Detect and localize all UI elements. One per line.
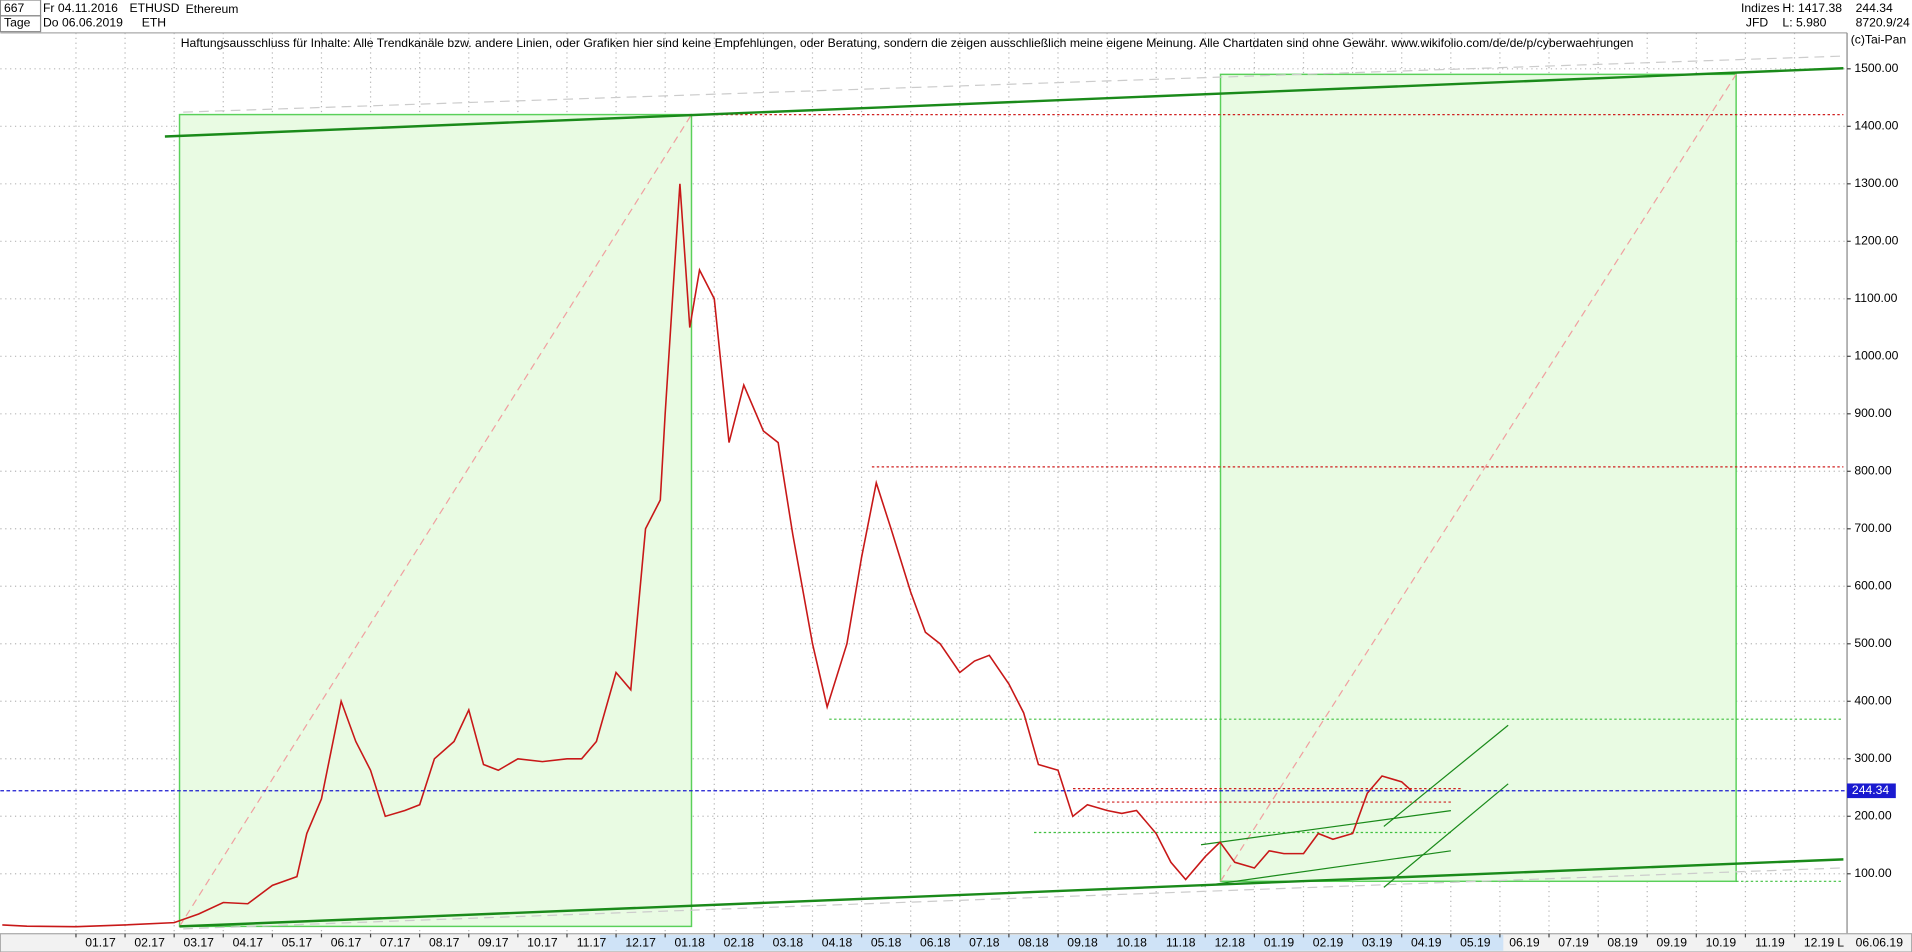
header-box[interactable] — [0, 15, 42, 33]
x-tick-label: 07.19 — [1558, 936, 1589, 950]
x-tick-label: 07.17 — [380, 936, 411, 950]
x-tick-label: 06.17 — [331, 936, 362, 950]
x-tick-label: 12.18 — [1215, 936, 1246, 950]
x-tick-label: 11.17 — [577, 936, 607, 950]
channel-line — [1200, 809, 1451, 846]
price-line — [2, 183, 1413, 928]
x-tick-label: 09.18 — [1067, 936, 1098, 950]
x-tick-label: 09.19 — [1657, 936, 1688, 950]
x-tick-label: 03.19 — [1362, 936, 1393, 950]
header-symbol: ETHUSD — [130, 1, 180, 15]
plot — [0, 183, 1848, 928]
trendline — [164, 67, 1844, 138]
x-tick-label: 04.17 — [233, 936, 264, 950]
last-price-box — [1847, 783, 1896, 799]
x-tick-label: 02.17 — [134, 936, 165, 950]
range-selection[interactable] — [600, 934, 1504, 951]
x-tick-label: 08.17 — [429, 936, 460, 950]
x-tick-label: 01.19 — [1264, 936, 1295, 950]
last-price-label: 244.34 — [1852, 783, 1889, 797]
header-last: 244.34 — [1856, 1, 1893, 15]
x-tick-label: 04.19 — [1411, 936, 1442, 950]
y-tick-label: 200.00 — [1854, 809, 1891, 823]
x-tick-label: 01.18 — [674, 936, 705, 950]
y-tick-label: 1000.00 — [1854, 349, 1898, 363]
header-group: Indizes — [1741, 1, 1780, 15]
header-end: Do 06.06.2019 — [43, 15, 123, 29]
x-tick-label: 12.17 — [625, 936, 656, 950]
x-tick-label: 04.18 — [822, 936, 853, 950]
x-tick-label: 05.17 — [282, 936, 313, 950]
x-tick-label: 03.17 — [183, 936, 214, 950]
x-tick-label: 09.17 — [478, 936, 509, 950]
chart-title: Ethereum — [186, 2, 239, 16]
x-tick-label: 06.18 — [920, 936, 951, 950]
x-tick-label: 10.18 — [1116, 936, 1147, 950]
x-tick-label: 08.19 — [1607, 936, 1638, 950]
x-tick-label: 10.17 — [527, 936, 558, 950]
y-tick-label: 300.00 — [1854, 751, 1891, 765]
copyright: (c)Tai-Pan — [1851, 32, 1906, 46]
y-tick-label: 500.00 — [1854, 636, 1891, 650]
channel-line — [1200, 850, 1451, 887]
trendline — [179, 858, 1844, 928]
header-short: ETH — [142, 15, 166, 29]
x-tick-label: 02.19 — [1313, 936, 1344, 950]
y-tick-label: 700.00 — [1854, 521, 1891, 535]
x-tick-label: 12.19 — [1804, 936, 1835, 950]
y-tick-label: 900.00 — [1854, 406, 1891, 420]
x-tick-label: 01.17 — [85, 936, 116, 950]
axis-date: 06.06.19 — [1856, 936, 1904, 950]
x-tick-label: 06.19 — [1509, 936, 1540, 950]
x-tick-label: 02.18 — [724, 936, 755, 950]
header-extra: 8720.9/24 — [1856, 15, 1910, 29]
scale-mode[interactable]: L — [1837, 936, 1844, 950]
header-low: L: 5.980 — [1782, 15, 1826, 29]
annotation-diagonal — [1219, 74, 1737, 882]
x-tick-label: 07.18 — [969, 936, 1000, 950]
x-tick-label: 10.19 — [1706, 936, 1737, 950]
y-tick-label: 1200.00 — [1854, 234, 1898, 248]
y-tick-label: 100.00 — [1854, 866, 1891, 880]
disclaimer: Haftungsausschluss für Inhalte: Alle Tre… — [181, 36, 1634, 50]
x-tick-label: 08.18 — [1018, 936, 1049, 950]
x-tick-label: 11.19 — [1755, 936, 1785, 950]
y-tick-label: 800.00 — [1854, 464, 1891, 478]
y-tick-label: 1100.00 — [1854, 291, 1897, 305]
x-tick-label: 11.18 — [1166, 936, 1196, 950]
header-broker: JFD — [1746, 15, 1769, 29]
header-count: 667 — [4, 1, 25, 15]
x-tick-label: 03.18 — [773, 936, 804, 950]
y-tick-label: 1500.00 — [1854, 61, 1898, 75]
header-start: Fr 04.11.2016 — [43, 1, 118, 15]
y-tick-label: 600.00 — [1854, 579, 1891, 593]
x-tick-label: 05.18 — [871, 936, 902, 950]
y-tick-label: 400.00 — [1854, 694, 1891, 708]
y-tick-label: 1300.00 — [1854, 176, 1898, 190]
header-period: Tage — [4, 15, 31, 29]
header-high: H: 1417.38 — [1782, 1, 1842, 15]
channel-line — [1383, 724, 1509, 827]
x-tick-label: 05.19 — [1460, 936, 1491, 950]
y-tick-label: 1400.00 — [1854, 119, 1898, 133]
annotation-guide — [183, 867, 1844, 930]
annotation-guide — [183, 55, 1844, 113]
channel-line — [1383, 783, 1509, 888]
